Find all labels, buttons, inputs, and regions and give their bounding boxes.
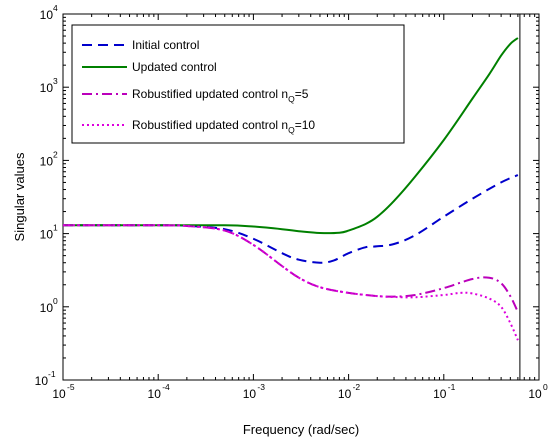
- axis-tick-labels: 10 -5 10 -4 10 -3 10 -2 10 -1 10 010 -110 010 110 210 31…: [35, 3, 548, 401]
- y-tick-label: 10: [40, 8, 54, 22]
- y-tick-label: 10: [40, 154, 54, 168]
- series-layer: [62, 14, 521, 380]
- x-tick-label: 10: [433, 387, 447, 401]
- y-tick-exponent: 0: [53, 296, 58, 306]
- x-tick-exponent: -1: [448, 382, 456, 392]
- x-tick-exponent: -4: [162, 382, 170, 392]
- legend-label-4: Robustified updated control nQ=10: [132, 118, 315, 135]
- y-tick-exponent: 2: [53, 149, 58, 159]
- y-tick-label: 10: [35, 374, 49, 388]
- y-tick-exponent: 4: [53, 3, 58, 13]
- series-line-3: [62, 224, 519, 313]
- x-tick-label: 10: [52, 387, 66, 401]
- x-tick-exponent: -5: [67, 382, 75, 392]
- y-tick-exponent: -1: [48, 369, 56, 379]
- series-line-4: [62, 224, 519, 341]
- legend-label-1: Initial control: [132, 38, 199, 52]
- x-tick-label: 10: [528, 387, 542, 401]
- x-tick-exponent: -3: [257, 382, 265, 392]
- legend-label-2: Updated control: [132, 60, 217, 74]
- x-tick-exponent: -2: [353, 382, 361, 392]
- y-tick-label: 10: [40, 81, 54, 95]
- y-tick-label: 10: [40, 301, 54, 315]
- y-tick-exponent: 3: [53, 76, 58, 86]
- y-axis-label: Singular values: [12, 152, 27, 241]
- x-tick-label: 10: [148, 387, 162, 401]
- x-axis-label: Frequency (rad/sec): [243, 422, 359, 437]
- legend-box: [71, 24, 405, 144]
- x-tick-label: 10: [338, 387, 352, 401]
- y-tick-label: 10: [40, 228, 54, 242]
- x-tick-exponent: 0: [543, 382, 548, 392]
- legend: Initial control Updated control Robustifie…: [71, 24, 405, 144]
- axis-ticks: [62, 13, 540, 381]
- series-line-2: [63, 37, 519, 235]
- legend-label-3: Robustified updated control nQ=5: [132, 87, 309, 104]
- x-tick-label: 10: [243, 387, 257, 401]
- y-tick-exponent: 1: [53, 223, 58, 233]
